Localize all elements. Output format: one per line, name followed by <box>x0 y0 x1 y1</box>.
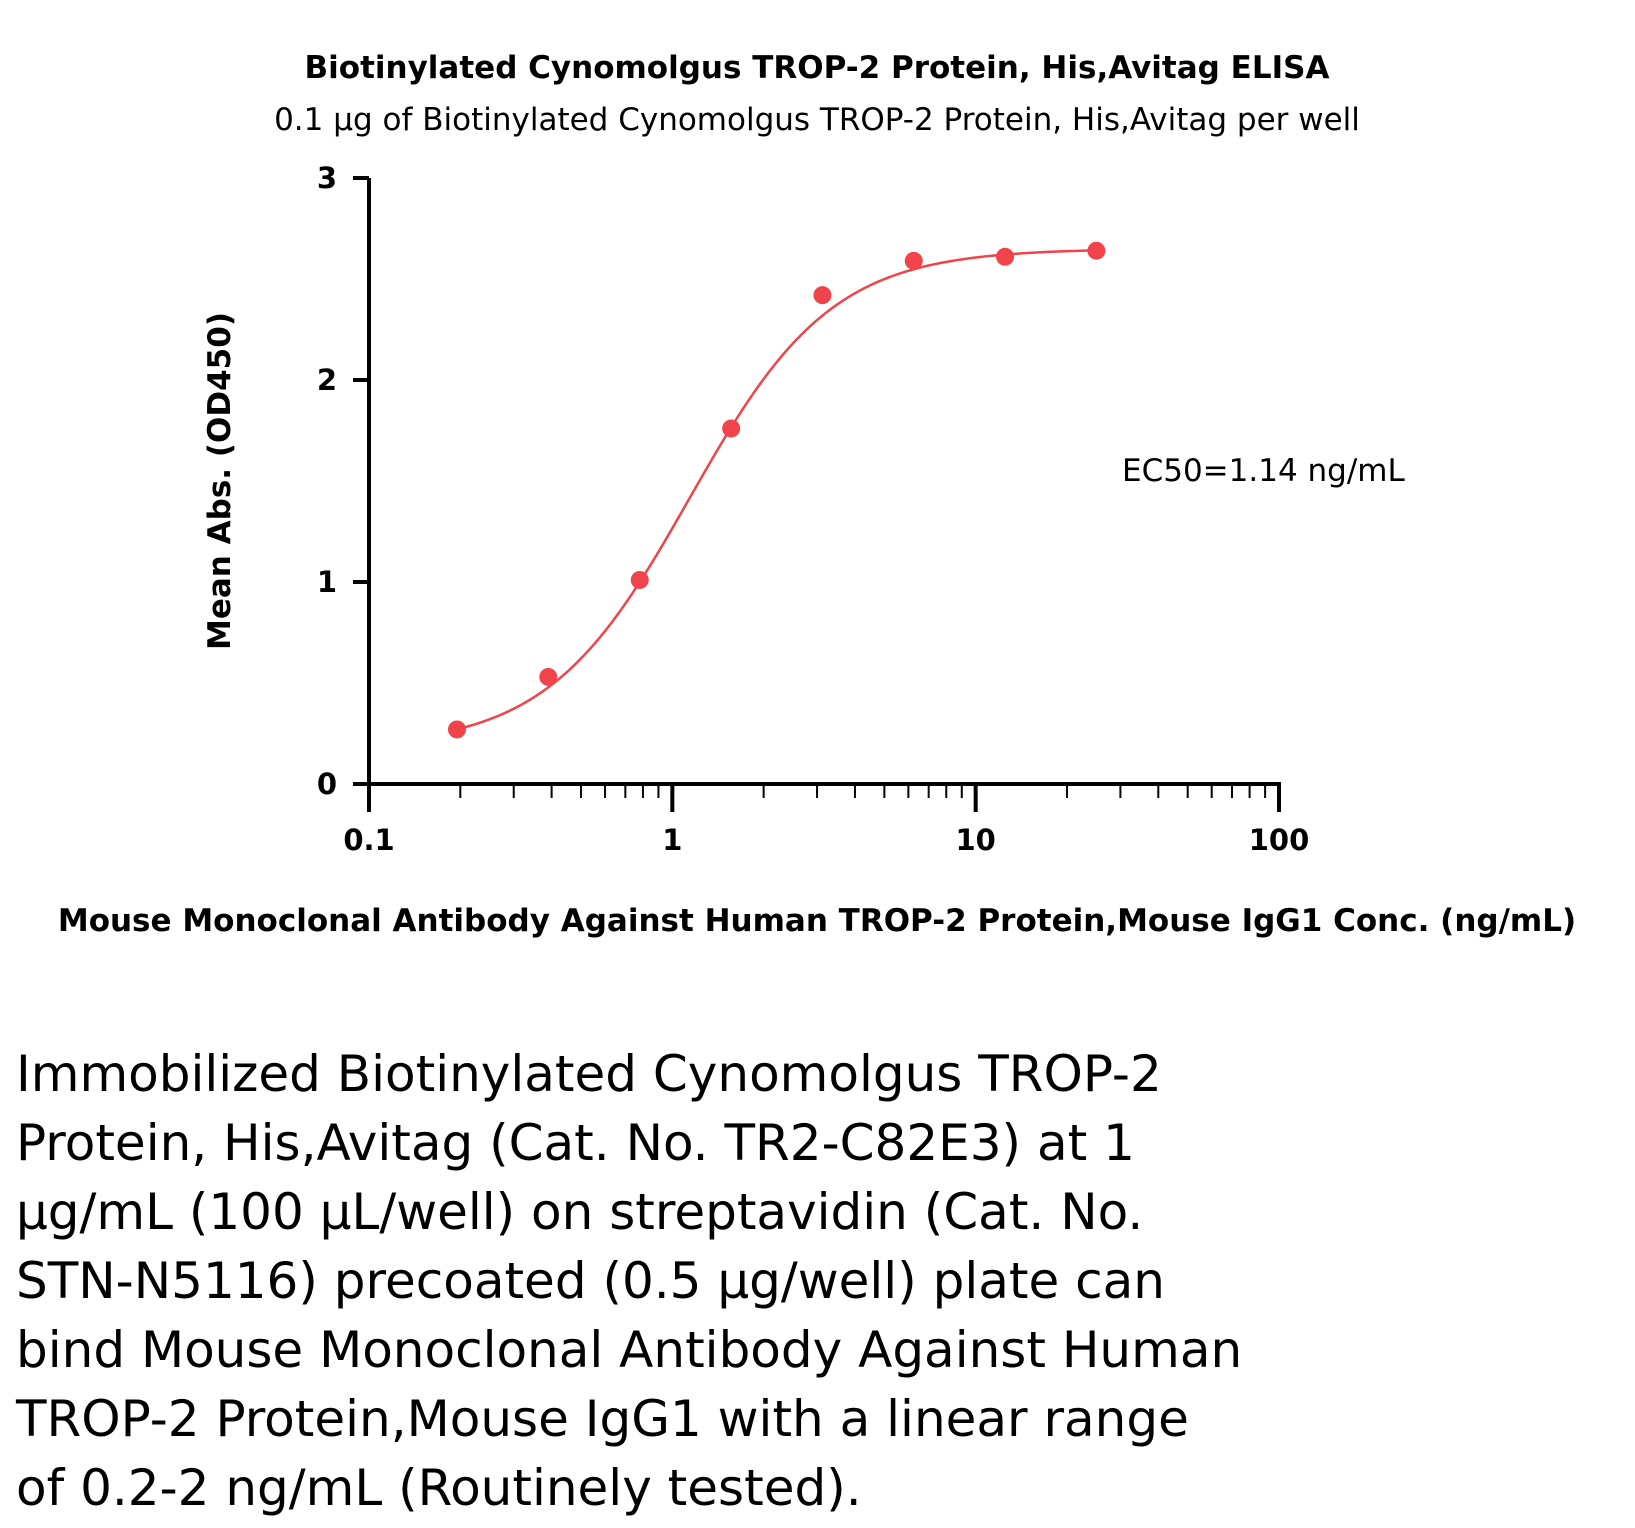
x-tick-label: 0.1 <box>343 823 394 857</box>
x-tick-label: 10 <box>955 823 995 857</box>
data-point <box>1087 241 1106 260</box>
axes <box>367 178 1281 786</box>
tick-labels: 0 1 2 3 0.1 1 10 100 <box>317 161 1309 857</box>
elisa-chart: Biotinylated Cynomolgus TROP-2 Protein, … <box>58 50 1576 939</box>
fit-curve <box>456 249 1097 731</box>
data-point <box>630 570 649 589</box>
y-tick-label: 1 <box>317 565 337 599</box>
y-tick-label: 0 <box>317 767 337 801</box>
y-axis-label: Mean Abs. (OD450) <box>202 312 238 650</box>
x-tick-label: 100 <box>1249 823 1310 857</box>
x-tick-label: 1 <box>662 823 682 857</box>
data-point <box>539 667 558 686</box>
data-point <box>996 247 1015 266</box>
ec50-annotation: EC50=1.14 ng/mL <box>1122 453 1405 489</box>
data-points <box>447 241 1106 739</box>
chart-title: Biotinylated Cynomolgus TROP-2 Protein, … <box>305 50 1330 86</box>
tick-marks <box>353 176 1281 812</box>
x-axis-label: Mouse Monoclonal Antibody Against Human … <box>58 903 1576 939</box>
y-tick-label: 2 <box>317 363 337 397</box>
chart-subtitle: 0.1 μg of Biotinylated Cynomolgus TROP-2… <box>274 102 1360 138</box>
data-point <box>904 251 923 270</box>
figure-caption: Immobilized Biotinylated Cynomolgus TROP… <box>16 1045 1243 1517</box>
data-point <box>447 720 466 739</box>
data-point <box>722 419 741 438</box>
y-tick-label: 3 <box>317 161 337 195</box>
data-point <box>813 286 832 305</box>
